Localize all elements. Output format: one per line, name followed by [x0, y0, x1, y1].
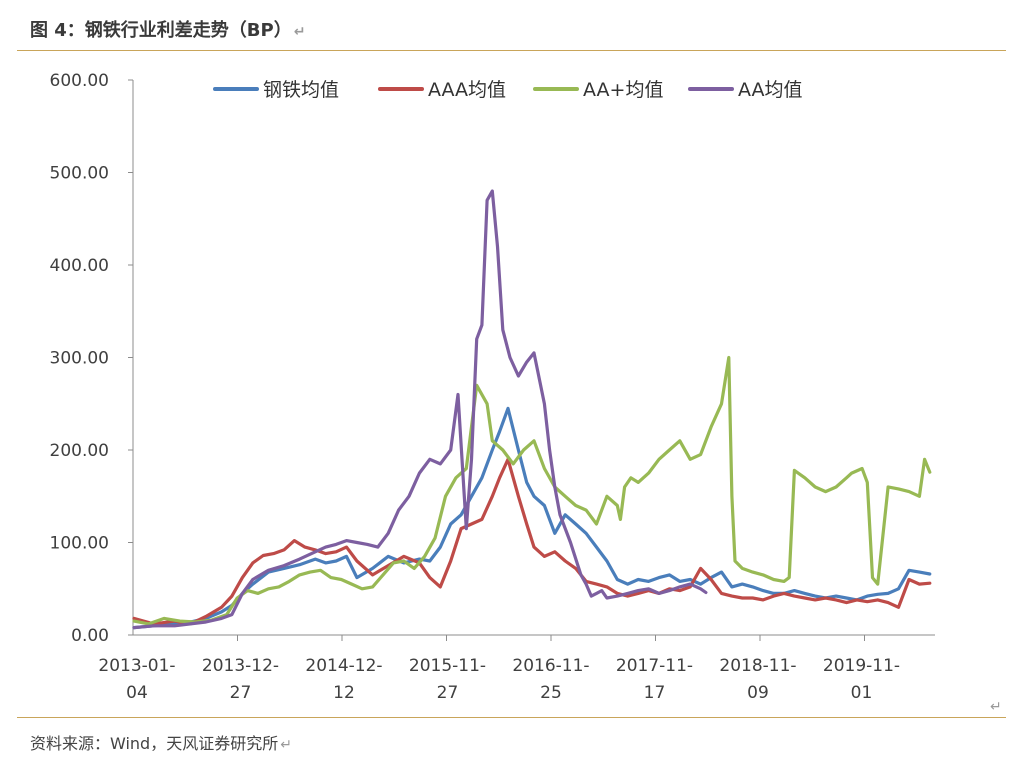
x-tick-labels: 2013-01- 04 2013-12- 27 2014-12- 12 2015-11- 27…	[98, 635, 900, 703]
return-mark: ↵	[990, 699, 1002, 715]
x-tick-label-line2: 09	[747, 683, 769, 703]
legend-label: AA+均值	[583, 79, 663, 101]
x-tick-label: 2016-11-	[512, 656, 589, 676]
x-tick-label-line2: 01	[851, 683, 873, 703]
y-tick-labels: 0.00 100.00 200.00 300.00 400.00 500.00 600.00	[50, 71, 133, 646]
return-mark: ↵	[293, 24, 306, 40]
legend: 钢铁均值 AAA均值 AA+均值 AA均值	[213, 79, 803, 101]
source-note: 资料来源：Wind，天风证券研究所 ↵	[30, 734, 292, 753]
y-tick-label: 200.00	[50, 441, 109, 461]
x-tick-label: 2018-11-	[719, 656, 796, 676]
series-line-AA+均值	[132, 355, 932, 626]
figure-title: 图 4：钢铁行业利差走势（BP） ↵	[30, 20, 306, 41]
series-lines	[132, 189, 932, 630]
bottom-rule	[17, 717, 1006, 718]
y-tick-label: 600.00	[50, 71, 109, 91]
x-tick-label-line2: 27	[437, 683, 459, 703]
x-tick-label: 2013-12-	[202, 656, 279, 676]
x-tick-label: 2014-12-	[305, 656, 382, 676]
y-tick-label: 100.00	[50, 534, 109, 554]
x-tick-label-line2: 12	[333, 683, 355, 703]
x-tick-label-line2: 27	[230, 683, 252, 703]
y-tick-label: 500.00	[50, 164, 109, 184]
return-mark: ↵	[280, 737, 292, 753]
line-chart: 0.00 100.00 200.00 300.00 400.00 500.00 600.00…	[50, 71, 1002, 715]
series-line-钢铁均值	[132, 406, 932, 630]
x-tick-label: 2015-11-	[409, 656, 486, 676]
y-tick-label: 0.00	[71, 626, 109, 646]
y-tick-label: 300.00	[50, 349, 109, 369]
top-rule	[17, 50, 1006, 51]
legend-label: AA均值	[738, 79, 803, 101]
series-line-AAA均值	[132, 457, 932, 626]
x-tick-label: 2017-11-	[616, 656, 693, 676]
x-tick-label-line2: 04	[126, 683, 148, 703]
x-tick-label-line2: 25	[540, 683, 562, 703]
y-tick-label: 400.00	[50, 256, 109, 276]
series-line-AA均值	[132, 189, 708, 630]
legend-label: AAA均值	[428, 79, 506, 101]
x-tick-label-line2: 17	[644, 683, 666, 703]
legend-label: 钢铁均值	[263, 79, 339, 101]
x-tick-label: 2013-01-	[98, 656, 175, 676]
x-tick-label: 2019-11-	[823, 656, 900, 676]
